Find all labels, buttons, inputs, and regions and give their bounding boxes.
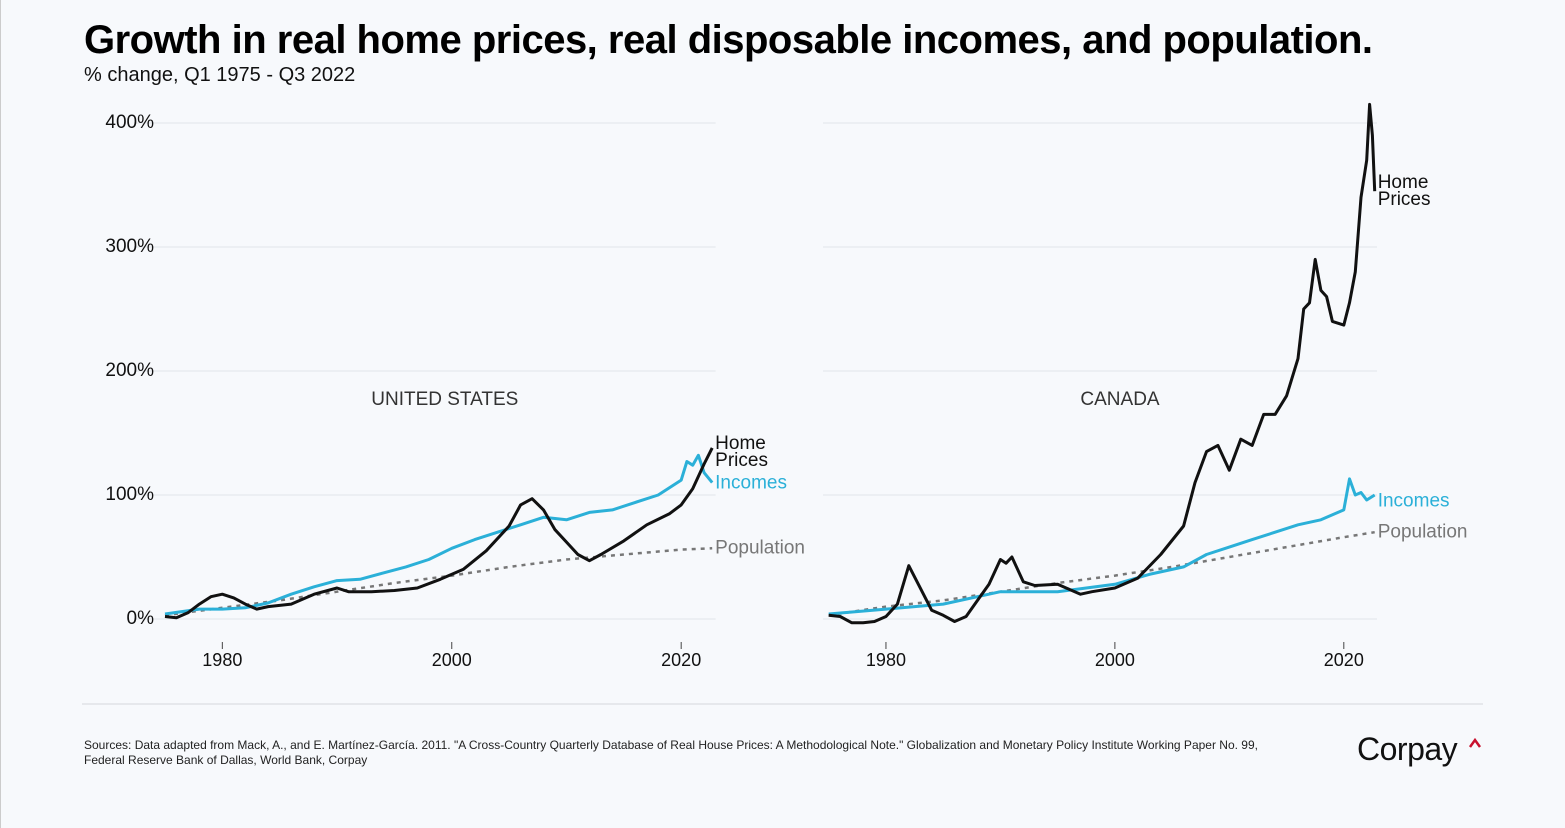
series-line: [828, 530, 1375, 617]
y-tick-label: 200%: [105, 360, 154, 381]
series-line: [164, 447, 714, 620]
y-tick-label: 100%: [105, 484, 154, 505]
series-label: Home Prices: [1377, 172, 1431, 211]
panel-title: UNITED STATES: [371, 389, 518, 410]
chart-subtitle: % change, Q1 1975 - Q3 2022: [84, 64, 356, 86]
x-tick-label: 2020: [1324, 650, 1364, 670]
series-label: Incomes: [1377, 490, 1450, 512]
logo-caret: [1468, 737, 1482, 748]
panel-title: CANADA: [1080, 389, 1160, 410]
x-tick-label: 1980: [866, 650, 906, 670]
source-note: Sources: Data adapted from Mack, A., and…: [84, 738, 1258, 767]
series-label: Population: [1377, 521, 1468, 543]
series-label: Home Prices: [715, 432, 768, 471]
x-tick-label: 2020: [661, 650, 701, 670]
series-line: [828, 102, 1377, 625]
x-tick-label: 2000: [1095, 650, 1135, 670]
y-tick-label: 300%: [105, 236, 154, 257]
x-tick-label: 1980: [202, 650, 242, 670]
chart-title: Growth in real home prices, real disposa…: [84, 18, 1373, 62]
series-label: Incomes: [715, 472, 787, 494]
y-tick-label: 400%: [105, 112, 154, 133]
y-tick-label: 0%: [127, 608, 155, 629]
series-line: [164, 453, 714, 616]
logo: Corpay: [1357, 731, 1458, 767]
x-tick-label: 2000: [432, 650, 472, 670]
series-label: Population: [715, 537, 805, 559]
series-line: [828, 477, 1376, 616]
